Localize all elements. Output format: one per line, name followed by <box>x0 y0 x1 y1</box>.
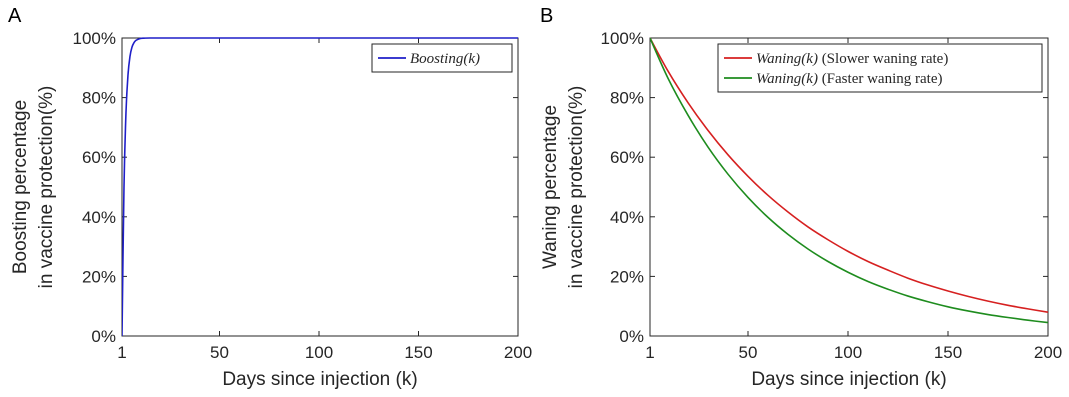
legend-entry: Waning(k) (Faster waning rate) <box>756 71 942 87</box>
plot-area-frame <box>121 37 519 337</box>
y-tick-label: 0% <box>619 327 644 346</box>
x-tick-label: 1 <box>117 343 126 362</box>
series-line-1 <box>650 37 1048 313</box>
y-tick-label: 100% <box>73 29 116 48</box>
x-tick-label: 200 <box>1034 343 1062 362</box>
panel-letter: B <box>540 5 553 27</box>
y-tick-label: 20% <box>610 267 644 286</box>
y-axis-label-line: Boosting percentage <box>10 100 31 274</box>
y-tick-label: 80% <box>82 89 116 108</box>
x-tick-label: 200 <box>504 343 532 362</box>
legend-entry: Boosting(k) <box>410 51 480 67</box>
y-tick-label: 40% <box>610 208 644 227</box>
series-line-2 <box>650 37 1048 324</box>
legend-box <box>717 43 1043 93</box>
x-tick-label: 50 <box>210 343 229 362</box>
x-axis-label: Days since injection (k) <box>751 369 946 390</box>
y-axis-label-line: in vaccine protection(%) <box>36 86 57 289</box>
series-line-1 <box>122 37 518 337</box>
legend-entry: Waning(k) (Slower waning rate) <box>756 51 948 67</box>
y-axis-label-line: Waning percentage <box>540 105 561 269</box>
x-axis-label: Days since injection (k) <box>222 369 417 390</box>
y-tick-label: 80% <box>610 89 644 108</box>
x-tick-label: 150 <box>934 343 962 362</box>
y-tick-label: 60% <box>610 148 644 167</box>
y-tick-label: 40% <box>82 208 116 227</box>
x-tick-label: 1 <box>645 343 654 362</box>
y-tick-label: 60% <box>82 148 116 167</box>
y-axis-label-line: in vaccine protection(%) <box>566 86 587 289</box>
y-tick-label: 100% <box>601 29 644 48</box>
panel-letter: A <box>8 5 22 27</box>
y-tick-label: 0% <box>91 327 116 346</box>
x-tick-label: 100 <box>834 343 862 362</box>
plot-area-frame <box>649 37 1049 337</box>
y-tick-label: 20% <box>82 267 116 286</box>
x-tick-label: 150 <box>404 343 432 362</box>
x-tick-label: 100 <box>305 343 333 362</box>
x-tick-label: 50 <box>739 343 758 362</box>
